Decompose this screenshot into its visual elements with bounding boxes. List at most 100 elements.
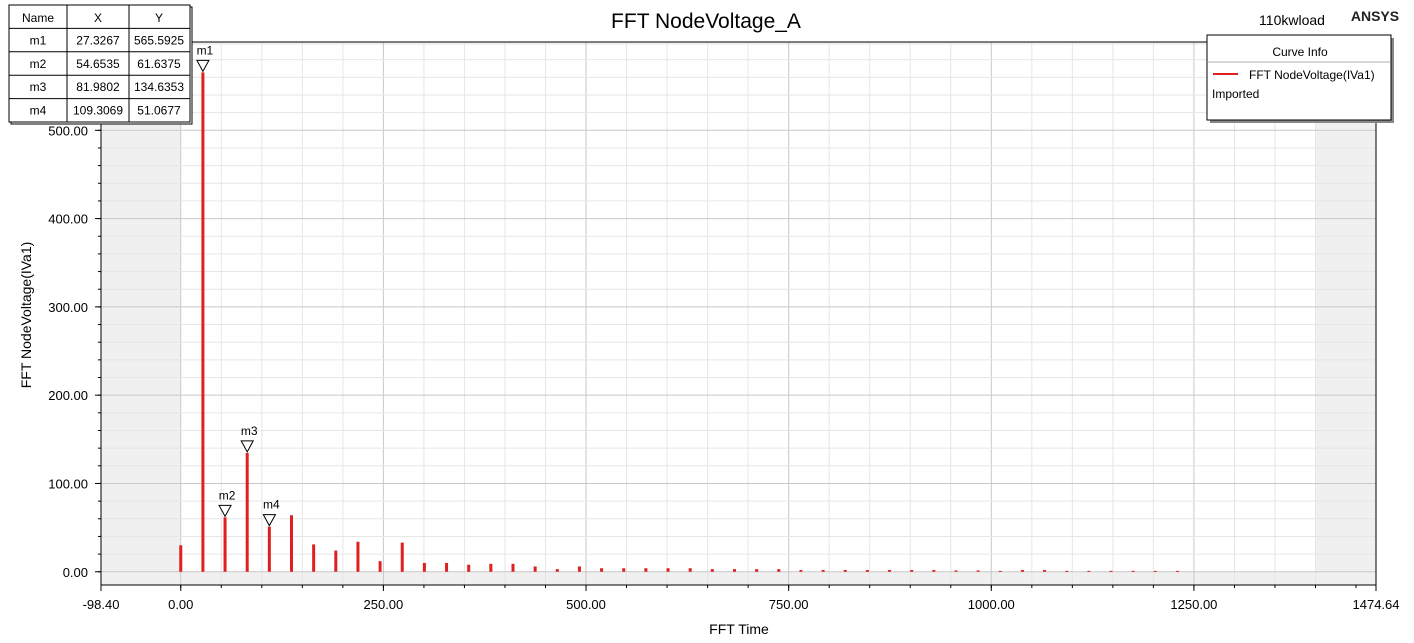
marker-triangle[interactable] xyxy=(262,514,277,527)
fft-bar[interactable] xyxy=(821,569,825,572)
fft-bar[interactable] xyxy=(865,569,869,572)
table-cell: 27.3267 xyxy=(76,33,120,47)
plot-background xyxy=(101,42,1376,585)
table-cell: m4 xyxy=(30,104,47,118)
y-tick-label: 300.00 xyxy=(48,300,88,315)
fft-bar[interactable] xyxy=(179,545,183,572)
fft-bar[interactable] xyxy=(533,566,537,572)
table-cell: 54.6535 xyxy=(76,57,120,71)
x-tick-label: 1000.00 xyxy=(968,597,1015,612)
marker-table-body xyxy=(8,4,191,123)
fft-bar[interactable] xyxy=(400,542,404,572)
fft-bar[interactable] xyxy=(910,569,914,572)
table-cell: 61.6375 xyxy=(137,57,181,71)
x-axis-title: FFT Time xyxy=(709,621,769,637)
x-tick-label: 1250.00 xyxy=(1170,597,1217,612)
plot-frame xyxy=(100,41,1377,586)
table-cell: m2 xyxy=(30,57,47,71)
y-tick-label: 200.00 xyxy=(48,388,88,403)
marker-glyphs: m1 m2 m3 m4 xyxy=(196,43,280,527)
fft-bar[interactable] xyxy=(422,562,426,572)
chart-title: FFT NodeVoltage_A xyxy=(611,10,801,33)
design-name: 110kwload xyxy=(1259,12,1325,28)
table-cell: m1 xyxy=(30,33,47,47)
x-tick-label: -98.40 xyxy=(83,597,120,612)
fft-bar[interactable] xyxy=(1043,569,1047,572)
y-axis-title: FFT NodeVoltage(IVa1) xyxy=(18,242,34,389)
fft-bar[interactable] xyxy=(1020,569,1024,572)
fft-bar[interactable] xyxy=(378,561,382,572)
table-cell: 565.5925 xyxy=(134,33,184,47)
curve-info-legend[interactable]: Curve Info FFT NodeVoltage(IVa1) Importe… xyxy=(1206,34,1394,123)
fft-bar[interactable] xyxy=(954,570,958,572)
fft-bar[interactable] xyxy=(1087,570,1091,572)
right-margin-band xyxy=(1315,42,1376,585)
fft-bar[interactable] xyxy=(622,568,626,572)
fft-bar[interactable] xyxy=(555,569,559,572)
fft-bar[interactable] xyxy=(489,563,493,572)
fft-bar[interactable] xyxy=(201,72,205,572)
fft-bar[interactable] xyxy=(600,568,604,572)
grid-lines xyxy=(101,41,1376,585)
fft-bar[interactable] xyxy=(688,568,692,572)
fft-bar[interactable] xyxy=(511,563,515,572)
table-header-cell: X xyxy=(94,11,102,25)
table-cell: 109.3069 xyxy=(73,104,123,118)
fft-bar[interactable] xyxy=(445,562,449,572)
fft-bar[interactable] xyxy=(998,570,1002,572)
marker-triangle[interactable] xyxy=(196,59,210,73)
margin-bands xyxy=(101,42,1376,585)
fft-bar[interactable] xyxy=(289,515,293,572)
fft-bar[interactable] xyxy=(710,569,714,572)
y-tick-label: 100.00 xyxy=(48,476,88,491)
table-cell: 51.0677 xyxy=(137,104,181,118)
x-tick-label: 750.00 xyxy=(769,597,809,612)
fft-bar[interactable] xyxy=(1109,570,1113,572)
top-margin-band xyxy=(101,42,1376,45)
fft-bar[interactable] xyxy=(245,452,249,572)
marker-triangle[interactable] xyxy=(240,440,255,453)
legend-title: Curve Info xyxy=(1272,45,1328,59)
fft-bar[interactable] xyxy=(976,570,980,572)
table-cell: 81.9802 xyxy=(76,80,120,94)
fft-bar[interactable] xyxy=(755,569,759,572)
axis-ticks: -98.40 0.00 250.00 500.00 750.00 1000.00 1250.… xyxy=(48,59,1400,612)
fft-bar[interactable] xyxy=(666,568,670,572)
x-tick-label: 0.00 xyxy=(168,597,193,612)
bottom-margin-band xyxy=(101,571,1376,585)
legend-box xyxy=(1206,34,1392,121)
marker-label: m3 xyxy=(241,424,258,438)
fft-bar[interactable] xyxy=(799,569,803,572)
marker-table-grid xyxy=(9,5,190,122)
fft-bar[interactable] xyxy=(267,526,271,572)
fft-bar[interactable] xyxy=(888,569,892,572)
fft-bar[interactable] xyxy=(312,544,316,572)
marker-label: m4 xyxy=(263,498,280,512)
fft-bar[interactable] xyxy=(577,566,581,572)
left-margin-band xyxy=(101,42,181,585)
fft-bar[interactable] xyxy=(467,564,471,572)
ansys-logo: ANSYS xyxy=(1351,8,1399,24)
fft-bar[interactable] xyxy=(1153,570,1157,572)
fft-bar[interactable] xyxy=(843,569,847,572)
fft-bar[interactable] xyxy=(644,568,648,572)
fft-bar[interactable] xyxy=(334,550,338,572)
fft-bar[interactable] xyxy=(732,569,736,572)
table-cell: m3 xyxy=(30,80,47,94)
marker-label: m2 xyxy=(219,488,236,502)
x-tick-label: 1474.64 xyxy=(1353,597,1400,612)
fft-bar[interactable] xyxy=(932,569,936,572)
marker-table-cells: Name X Ym1 27.3267 565.5925 m2 54.6535 61.6375 m… xyxy=(22,11,184,118)
x-tick-label: 250.00 xyxy=(364,597,404,612)
marker-table[interactable]: Name X Ym1 27.3267 565.5925 m2 54.6535 61.6375 m… xyxy=(8,4,193,125)
fft-bar[interactable] xyxy=(777,569,781,572)
legend-entry-source: Imported xyxy=(1212,87,1259,101)
table-header-cell: Name xyxy=(22,11,54,25)
fft-bar[interactable] xyxy=(1175,570,1179,572)
fft-bar[interactable] xyxy=(356,541,360,572)
fft-bar[interactable] xyxy=(1131,570,1135,572)
marker-triangle[interactable] xyxy=(218,504,232,518)
legend-entry-label[interactable]: FFT NodeVoltage(IVa1) xyxy=(1249,68,1375,82)
fft-bar[interactable] xyxy=(1065,570,1069,572)
fft-bar[interactable] xyxy=(223,517,227,572)
